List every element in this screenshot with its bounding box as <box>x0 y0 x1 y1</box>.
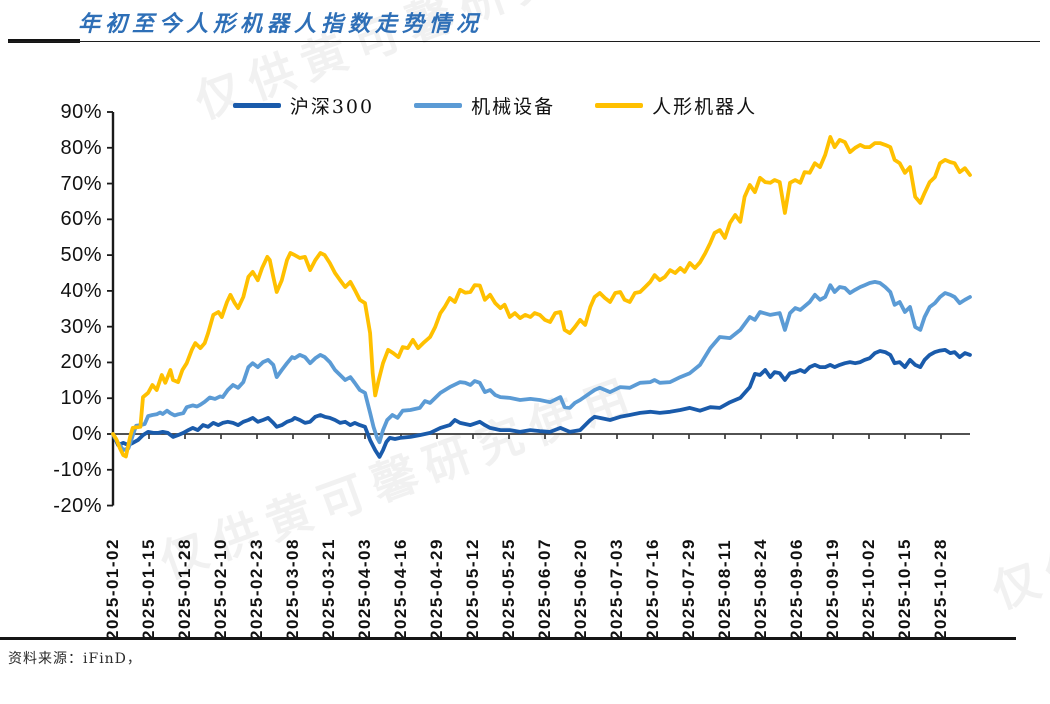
header-rule-accent <box>8 38 80 43</box>
y-tick-label: 60% <box>60 208 102 231</box>
x-tick-label: 2025-07-03 <box>607 538 626 640</box>
hs300-line-swatch <box>232 103 281 108</box>
legend-label-machinery: 机械设备 <box>471 96 556 118</box>
y-tick-label: 10% <box>60 387 102 410</box>
header-rule <box>8 41 1040 42</box>
x-tick-label: 2025-09-19 <box>823 538 842 640</box>
x-tick-label: 2025-02-23 <box>247 538 266 640</box>
x-tick-label: 2025-05-12 <box>463 538 482 640</box>
series-line-沪深300 <box>111 347 972 459</box>
footer-rule <box>0 637 1016 640</box>
x-tick-label: 2025-06-07 <box>535 538 554 640</box>
x-tick-label: 2025-04-29 <box>427 538 446 640</box>
y-tick-label: 80% <box>60 136 102 159</box>
legend-label-robot: 人形机器人 <box>652 96 758 118</box>
x-tick-label: 2025-08-11 <box>715 538 734 640</box>
y-tick-label: 20% <box>60 351 102 374</box>
y-tick-label: 0% <box>72 423 102 445</box>
legend-item-hs300: 沪深300 <box>232 92 375 119</box>
robot-line-swatch <box>595 103 644 108</box>
x-tick-label: 2025-10-28 <box>931 538 950 640</box>
x-tick-label: 2025-01-28 <box>175 538 194 640</box>
x-tick-label: 2025-07-29 <box>679 538 698 640</box>
chart-legend: 沪深300 机械设备 人形机器人 <box>0 92 990 119</box>
x-tick-label: 2025-05-25 <box>499 538 518 640</box>
x-tick-label: 2025-10-02 <box>859 538 878 640</box>
series-line-机械设备 <box>111 279 972 453</box>
x-tick-label: 2025-07-16 <box>643 538 662 640</box>
machinery-line-swatch <box>414 103 463 108</box>
x-tick-label: 2025-08-24 <box>751 538 770 640</box>
y-tick-label: -10% <box>53 458 102 481</box>
x-tick-label: 2025-10-15 <box>895 538 914 640</box>
page-title: 年初至今人形机器人指数走势情况 <box>78 11 484 37</box>
y-tick-label: 50% <box>60 244 102 267</box>
data-source-note: 资料来源：iFinD， <box>8 651 142 667</box>
legend-label-hs300: 沪深300 <box>289 96 375 118</box>
x-tick-label: 2025-04-16 <box>391 538 410 640</box>
y-tick-label: -20% <box>53 494 102 517</box>
x-tick-label: 2025-03-08 <box>283 538 302 640</box>
series-line-人形机器人 <box>111 135 972 459</box>
x-tick-label: 2025-09-06 <box>787 538 806 640</box>
x-tick-label: 2025-02-10 <box>211 538 230 640</box>
y-tick-label: 30% <box>60 315 102 338</box>
y-tick-label: 40% <box>60 279 102 302</box>
legend-item-machinery: 机械设备 <box>414 92 555 119</box>
x-tick-label: 2025-06-20 <box>571 538 590 640</box>
x-tick-label: 2025-01-15 <box>139 538 158 640</box>
y-tick-label: 90% <box>60 101 102 123</box>
x-tick-label: 2025-04-03 <box>355 538 374 640</box>
legend-item-robot: 人形机器人 <box>595 92 757 119</box>
x-tick-label: 2025-03-21 <box>319 538 338 640</box>
x-tick-label: 2025-01-02 <box>103 538 122 640</box>
y-tick-label: 70% <box>60 172 102 195</box>
